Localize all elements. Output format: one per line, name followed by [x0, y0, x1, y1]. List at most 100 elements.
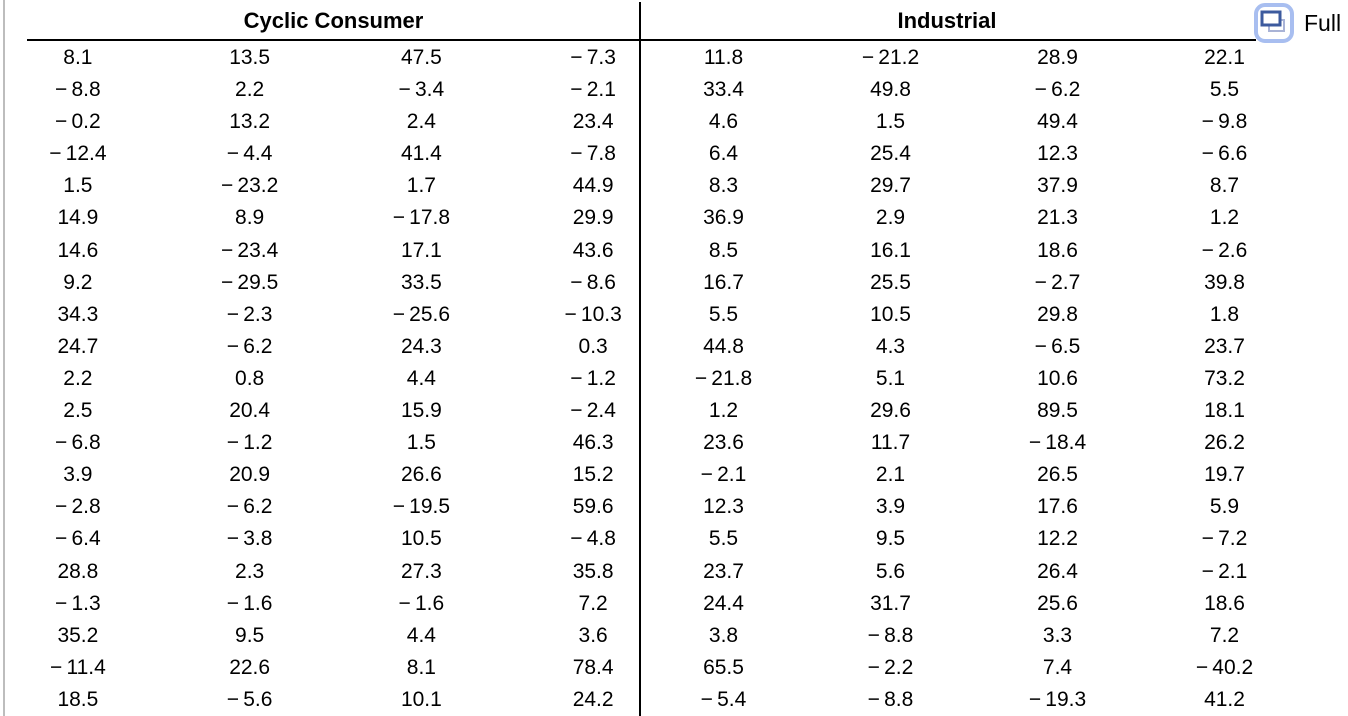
table-row: 23.6 11.7 − 18.4 26.2	[640, 427, 1308, 459]
table-cell: − 2.1	[700, 463, 747, 487]
table-cell: 0.8	[235, 366, 265, 390]
full-view-button[interactable]: Full	[1253, 2, 1341, 44]
table-cell: − 11.4	[49, 655, 106, 679]
table-cell: − 8.8	[55, 78, 101, 102]
table-row: 1.2 29.6 89.5 18.1	[640, 395, 1308, 427]
table-row: − 21.8 5.1 10.6 73.2	[640, 363, 1308, 395]
table-cell: 65.5	[703, 655, 744, 679]
table-row: 65.5 − 2.2 7.4 − 40.2	[640, 652, 1308, 684]
table-cell: − 40.2	[1195, 655, 1254, 679]
table-cell: − 2.4	[570, 399, 616, 423]
table-cell: 2.2	[235, 78, 265, 102]
table-cell: − 6.2	[1034, 78, 1081, 102]
table-row: − 2.8 − 6.2 − 19.5 59.6	[0, 491, 679, 523]
table-row: 28.8 2.3 27.3 35.8	[0, 556, 679, 588]
table-cell: 34.3	[57, 302, 99, 326]
table-cell: 2.9	[875, 206, 906, 230]
table-cell: − 7.3	[570, 46, 616, 69]
table-cell: 5.9	[1209, 495, 1240, 519]
table-cell: 22.6	[229, 655, 271, 679]
table-cell: 29.9	[572, 206, 614, 230]
table-row: − 0.2 13.2 2.4 23.4	[0, 106, 679, 138]
table-cell: 28.9	[1037, 46, 1078, 69]
table-row: 3.8 − 8.8 3.3 7.2	[640, 620, 1308, 652]
table-cell: 37.9	[1037, 174, 1078, 198]
table-row: 2.5 20.4 15.9 − 2.4	[0, 395, 679, 427]
table-cell: 59.6	[572, 495, 614, 519]
table-cell: 3.9	[875, 495, 906, 519]
table-section-industrial: 11.8 − 21.2 28.9 22.1 33.4 49.8 − 6.2 5.5 4.6 1.5…	[640, 42, 1308, 716]
table-cell: − 8.6	[570, 270, 616, 294]
full-view-label: Full	[1304, 10, 1342, 36]
table-cell: 20.4	[229, 399, 271, 423]
section-title-cyclic-consumer: Cyclic Consumer	[243, 8, 424, 33]
table-cell: − 2.6	[1201, 238, 1248, 262]
table-row: − 12.4 − 4.4 41.4 − 7.8	[0, 138, 679, 170]
table-cell: 36.9	[703, 206, 744, 230]
table-cell: − 1.6	[398, 591, 445, 615]
table-cell: − 7.8	[570, 142, 616, 166]
table-cell: − 2.2	[867, 655, 914, 679]
table-cell: 23.6	[703, 431, 744, 455]
table-cell: 89.5	[1037, 399, 1078, 423]
table-cell: 14.9	[57, 206, 99, 230]
table-cell: − 9.8	[1201, 110, 1248, 134]
table-cell: 6.4	[708, 142, 739, 166]
table-cell: 78.4	[572, 655, 614, 679]
table-cell: 12.2	[1037, 527, 1078, 551]
table-cell: 8.7	[1209, 174, 1240, 198]
table-cell: 41.2	[1204, 687, 1245, 711]
restore-window-icon	[1253, 2, 1295, 44]
table-cell: 1.2	[1209, 206, 1240, 230]
table-row: − 1.3 − 1.6 − 1.6 7.2	[0, 588, 679, 620]
table-cell: − 2.1	[570, 78, 616, 102]
table-cell: 2.3	[235, 559, 265, 583]
table-cell: 21.3	[1037, 206, 1078, 230]
table-cell: 49.4	[1037, 110, 1078, 134]
table-cell: 25.6	[1037, 591, 1078, 615]
table-cell: 25.5	[870, 270, 911, 294]
table-row: − 11.4 22.6 8.1 78.4	[0, 652, 679, 684]
table-cell: 24.7	[57, 334, 99, 358]
table-cell: − 4.8	[570, 527, 616, 551]
table-cell: − 12.4	[49, 142, 107, 166]
table-cell: 12.3	[703, 495, 744, 519]
table-cell: 3.6	[578, 623, 608, 647]
table-cell: 29.8	[1037, 302, 1078, 326]
table-cell: 46.3	[572, 431, 614, 455]
table-row: 35.2 9.5 4.4 3.6	[0, 620, 679, 652]
table-cell: 44.9	[572, 174, 614, 198]
table-cell: 9.2	[63, 270, 93, 294]
table-cell: 10.6	[1037, 366, 1078, 390]
table-cell: − 2.1	[1201, 559, 1248, 583]
table-cell: 23.4	[572, 110, 614, 134]
table-cell: 13.5	[229, 46, 271, 69]
table-row: 4.6 1.5 49.4 − 9.8	[640, 106, 1308, 138]
table-cell: 43.6	[572, 238, 614, 262]
table-cell: 39.8	[1204, 270, 1245, 294]
table-row: 36.9 2.9 21.3 1.2	[640, 202, 1308, 234]
table-cell: 1.7	[406, 174, 436, 198]
table-cell: 49.8	[870, 78, 911, 102]
table-cell: 2.1	[875, 463, 906, 487]
table-cell: 26.6	[400, 463, 442, 487]
table-cell: 8.1	[406, 655, 436, 679]
table-cell: 35.2	[57, 623, 99, 647]
table-row: 34.3 − 2.3 − 25.6 − 10.3	[0, 299, 679, 331]
table-cell: 7.4	[1042, 655, 1073, 679]
table-row: 14.9 8.9 − 17.8 29.9	[0, 202, 679, 234]
table-row: 2.2 0.8 4.4 − 1.2	[0, 363, 679, 395]
header-rule-right	[640, 39, 1256, 41]
table-cell: 44.8	[703, 334, 744, 358]
table-cell: 9.5	[875, 527, 906, 551]
table-cell: − 0.2	[55, 110, 101, 134]
table-row: − 2.1 2.1 26.5 19.7	[640, 459, 1308, 491]
table-cell: 16.7	[703, 270, 744, 294]
table-row: 14.6 − 23.4 17.1 43.6	[0, 235, 679, 267]
table-cell: 5.6	[875, 559, 906, 583]
table-cell: 33.5	[400, 270, 442, 294]
table-row: 5.5 9.5 12.2 − 7.2	[640, 523, 1308, 555]
table-cell: 16.1	[870, 238, 911, 262]
table-cell: − 4.4	[226, 142, 273, 166]
